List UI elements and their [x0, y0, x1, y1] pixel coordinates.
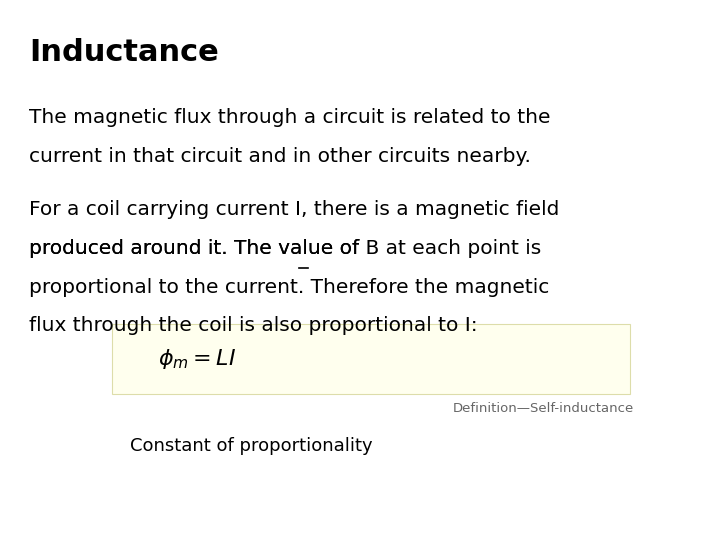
- Text: Constant of proportionality: Constant of proportionality: [130, 437, 372, 455]
- Text: proportional to the current. Therefore the magnetic: proportional to the current. Therefore t…: [29, 278, 549, 296]
- Text: current in that circuit and in other circuits nearby.: current in that circuit and in other cir…: [29, 147, 531, 166]
- Text: The magnetic flux through a circuit is related to the: The magnetic flux through a circuit is r…: [29, 108, 550, 127]
- Text: $\phi_m = LI$: $\phi_m = LI$: [158, 347, 237, 371]
- Text: produced around it. The value of: produced around it. The value of: [29, 239, 365, 258]
- Text: produced around it. The value of B at each point is: produced around it. The value of B at ea…: [29, 239, 541, 258]
- Text: For a coil carrying current I, there is a magnetic field: For a coil carrying current I, there is …: [29, 200, 559, 219]
- Text: Definition—Self-inductance: Definition—Self-inductance: [452, 402, 634, 415]
- Text: Inductance: Inductance: [29, 38, 219, 67]
- FancyBboxPatch shape: [112, 324, 630, 394]
- Text: flux through the coil is also proportional to I:: flux through the coil is also proportion…: [29, 316, 477, 335]
- Text: produced around it. The value of B: produced around it. The value of B: [29, 239, 379, 258]
